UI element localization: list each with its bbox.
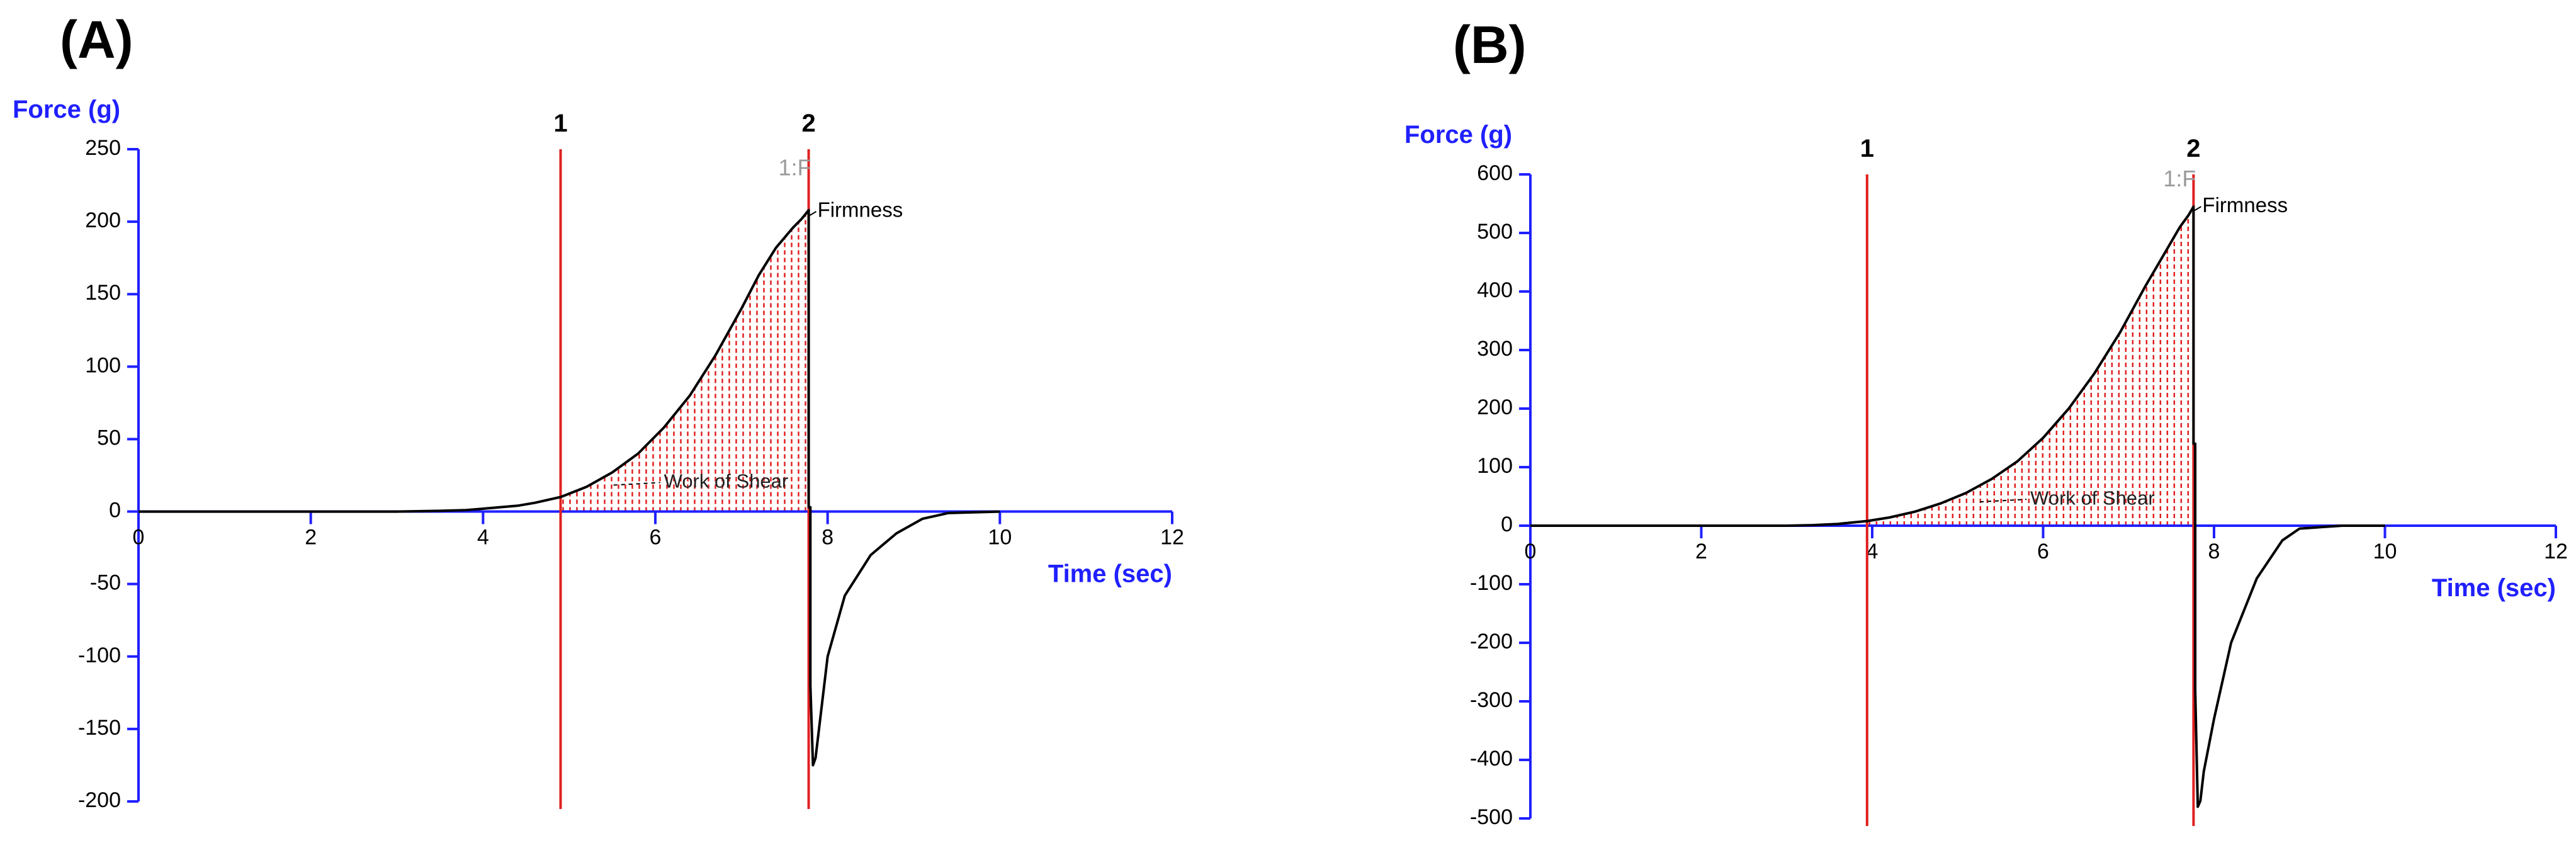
x-tick-label: 12 [1160, 526, 1184, 550]
marker-label: 1 [1860, 135, 1874, 162]
panel-b: (B)6005004003002001000-100-200-300-400-5… [1404, 15, 2568, 829]
x-tick-label: 8 [822, 526, 833, 550]
y-tick-label: 500 [1477, 220, 1513, 244]
panel-label: (A) [60, 10, 133, 69]
annotation-leader [1980, 499, 2027, 503]
y-tick-label: 0 [1501, 512, 1513, 536]
y-tick-label: -100 [78, 643, 121, 667]
annotation-peak-marker: 1:F [2163, 166, 2196, 191]
x-tick-label: 4 [1867, 540, 1878, 563]
y-tick-label: 400 [1477, 278, 1513, 302]
y-tick-label: -100 [1470, 571, 1513, 595]
x-tick-label: 10 [988, 526, 1012, 550]
y-tick-label: -150 [78, 716, 121, 740]
y-tick-label: 200 [1477, 395, 1513, 419]
annotation-leader [810, 211, 817, 216]
y-axis-title: Force (g) [1404, 121, 1512, 149]
y-axis-title: Force (g) [13, 96, 120, 123]
y-tick-label: 250 [85, 136, 121, 160]
y-tick-label: -300 [1470, 688, 1513, 712]
x-tick-label: 2 [305, 526, 317, 550]
y-tick-label: 100 [1477, 454, 1513, 478]
series-line [138, 208, 1000, 767]
y-tick-label: 150 [85, 281, 121, 305]
panel-label: (B) [1453, 15, 1527, 74]
y-tick-label: 0 [109, 499, 121, 523]
marker-label: 2 [801, 110, 815, 137]
x-axis-title: Time (sec) [1048, 560, 1172, 588]
y-tick-label: -500 [1470, 805, 1513, 829]
x-tick-label: 0 [133, 526, 145, 550]
annotation-leader [613, 482, 660, 486]
x-tick-label: 0 [1525, 540, 1537, 563]
x-tick-label: 10 [2373, 540, 2397, 563]
series-line [1530, 205, 2385, 808]
x-tick-label: 2 [1695, 540, 1707, 563]
y-tick-label: 600 [1477, 161, 1513, 185]
annotation-work-of-shear: Work of Shear [664, 470, 789, 492]
x-tick-label: 8 [2208, 540, 2220, 563]
y-tick-label: 300 [1477, 337, 1513, 361]
y-tick-label: 100 [85, 353, 121, 377]
annotation-work-of-shear: Work of Shear [2030, 487, 2155, 509]
x-tick-label: 6 [650, 526, 662, 550]
y-tick-label: -200 [1470, 630, 1513, 653]
work-area-shading [562, 215, 806, 512]
annotation-leader [2194, 206, 2201, 212]
annotation-firmness: Firmness [2202, 193, 2288, 217]
y-tick-label: 200 [85, 208, 121, 232]
y-tick-label: -200 [78, 788, 121, 812]
y-tick-label: 50 [97, 426, 121, 450]
y-tick-label: -400 [1470, 747, 1513, 771]
annotation-peak-marker: 1:F [779, 155, 811, 181]
x-tick-label: 4 [477, 526, 489, 550]
work-area-shading [1868, 217, 2189, 526]
panel-a: (A) 250 200 150 100 50 0 -50 -100 -150 -200 0 2 4 6 8 10… [13, 10, 1184, 812]
x-axis-title: Time (sec) [2432, 574, 2556, 602]
annotation-firmness: Firmness [818, 198, 903, 222]
x-tick-label: 6 [2037, 540, 2049, 563]
marker-label: 2 [2186, 135, 2200, 162]
y-tick-label: -50 [90, 571, 121, 595]
marker-label: 1 [553, 110, 567, 137]
x-tick-label: 12 [2544, 540, 2568, 563]
